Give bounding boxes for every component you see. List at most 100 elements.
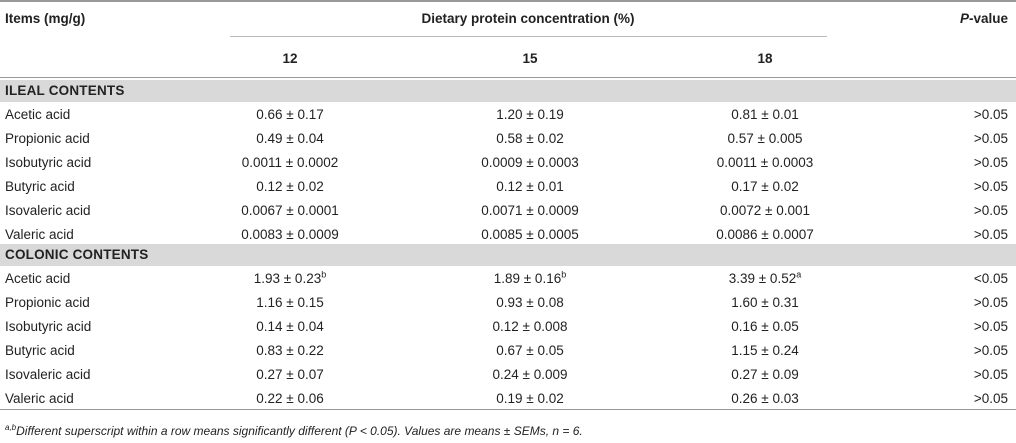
item-cell: Propionic acid [5,127,90,151]
level-12-header: 12 [282,51,298,66]
table-row: Acetic acid 1.93 ± 0.23b 1.89 ± 0.16b 3.39 … [0,267,1016,291]
p-value-cell: >0.05 [974,339,1008,363]
value-18-cell-value: 0.26 ± 0.03 [731,391,799,406]
value-18-cell-value: 0.57 ± 0.005 [727,131,803,146]
item-cell: Acetic acid [5,267,70,291]
table-row: Butyric acid 0.83 ± 0.22 0.67 ± 0.05 1.15 ±… [0,339,1016,363]
value-12-cell: 0.14 ± 0.04 [205,315,375,339]
p-value-cell-value: >0.05 [973,319,1008,334]
item-cell: Isobutyric acid [5,151,91,175]
p-value-cell: >0.05 [974,223,1008,247]
value-12-cell-value: 0.66 ± 0.17 [256,107,324,122]
item-cell-value: Butyric acid [5,343,75,358]
p-value-cell-value: >0.05 [973,227,1008,242]
p-value-cell-value: >0.05 [973,343,1008,358]
level-18-header: 18 [757,51,773,66]
value-18-cell-value: 0.16 ± 0.05 [731,319,799,334]
table-row: Butyric acid 0.12 ± 0.02 0.12 ± 0.01 0.17 ±… [0,175,1016,199]
item-cell-value: Valeric acid [5,391,74,406]
p-value-cell: <0.05 [974,267,1008,291]
value-12-cell: 0.0083 ± 0.0009 [205,223,375,247]
value-12-cell: 0.0067 ± 0.0001 [205,199,375,223]
table-top-rule [0,0,1016,2]
value-15-cell: 1.20 ± 0.19 [445,103,615,127]
value-15-cell: 0.12 ± 0.008 [445,315,615,339]
value-15-cell: 0.58 ± 0.02 [445,127,615,151]
p-value-cell: >0.05 [974,127,1008,151]
p-value-cell: >0.05 [974,363,1008,387]
item-cell: Butyric acid [5,339,75,363]
p-value-cell: >0.05 [974,199,1008,223]
p-letter: P [959,11,969,26]
value-18-cell: 1.15 ± 0.24 [680,339,850,363]
item-cell: Isovaleric acid [5,363,91,387]
value-12-cell: 0.22 ± 0.06 [205,387,375,411]
value-12-cell: 0.12 ± 0.02 [205,175,375,199]
value-18-cell: 0.0072 ± 0.001 [680,199,850,223]
value-12-cell-value: 0.0083 ± 0.0009 [241,227,339,242]
table-row: Propionic acid 1.16 ± 0.15 0.93 ± 0.08 1.60… [0,291,1016,315]
item-cell: Valeric acid [5,223,74,247]
value-12-cell-value: 0.12 ± 0.02 [256,179,324,194]
value-18-cell-superscript: a [796,269,802,280]
value-15-cell-value: 0.0085 ± 0.0005 [481,227,579,242]
value-15-cell: 0.24 ± 0.009 [445,363,615,387]
p-value-column-header: P-value [960,11,1008,26]
p-value-cell: >0.05 [974,387,1008,411]
p-value-cell: >0.05 [974,175,1008,199]
value-18-cell: 0.16 ± 0.05 [680,315,850,339]
value-12-cell-superscript: b [321,269,327,280]
value-18-cell: 1.60 ± 0.31 [680,291,850,315]
p-value-cell-value: >0.05 [973,203,1008,218]
value-15-cell: 0.19 ± 0.02 [445,387,615,411]
p-value-cell-value: >0.05 [973,391,1008,406]
value-12-cell-value: 0.22 ± 0.06 [256,391,324,406]
value-18-cell-value: 0.27 ± 0.09 [731,367,799,382]
items-column-header: Items (mg/g) [5,11,86,26]
footnote-text: Different superscript within a row means… [16,424,583,438]
value-12-cell-value: 0.49 ± 0.04 [256,131,324,146]
table-row: Valeric acid 0.0083 ± 0.0009 0.0085 ± 0.00… [0,223,1016,247]
header-bottom-rule [0,77,1016,78]
value-12-cell-value: 0.83 ± 0.22 [256,343,324,358]
table-row: Valeric acid 0.22 ± 0.06 0.19 ± 0.02 0.26 ±… [0,387,1016,411]
value-15-cell-value: 0.12 ± 0.008 [492,319,568,334]
item-cell-value: Isovaleric acid [5,203,91,218]
value-12-cell-value: 0.14 ± 0.04 [256,319,324,334]
value-12-cell-value: 0.0067 ± 0.0001 [241,203,339,218]
value-15-cell-value: 0.93 ± 0.08 [496,295,564,310]
value-15-cell: 0.0071 ± 0.0009 [445,199,615,223]
section-header: ILEAL CONTENTS [0,80,1016,102]
item-cell: Isobutyric acid [5,315,91,339]
item-cell-value: Isobutyric acid [5,319,92,334]
item-cell-value: Acetic acid [5,107,71,122]
p-value-cell: >0.05 [974,151,1008,175]
value-15-cell-superscript: b [561,269,567,280]
value-15-cell-value: 0.0009 ± 0.0003 [481,155,579,170]
value-18-cell: 0.27 ± 0.09 [680,363,850,387]
value-18-cell-value: 0.81 ± 0.01 [731,107,799,122]
item-cell: Acetic acid [5,103,70,127]
value-18-cell-value: 3.39 ± 0.52 [728,271,797,286]
value-15-cell-value: 0.24 ± 0.009 [492,367,568,382]
item-cell: Propionic acid [5,291,90,315]
value-18-cell: 0.0086 ± 0.0007 [680,223,850,247]
table-row: Acetic acid 0.66 ± 0.17 1.20 ± 0.19 0.81 ± … [0,103,1016,127]
value-15-cell: 0.0009 ± 0.0003 [445,151,615,175]
p-value-cell-value: >0.05 [973,155,1008,170]
p-value-cell: >0.05 [974,315,1008,339]
table-bottom-rule [0,409,1016,410]
level-15-header: 15 [522,51,538,66]
item-cell-value: Propionic acid [5,131,90,146]
section-header: COLONIC CONTENTS [0,244,1016,266]
item-cell: Butyric acid [5,175,75,199]
table-row: Isovaleric acid 0.27 ± 0.07 0.24 ± 0.009 0.… [0,363,1016,387]
value-15-cell: 0.93 ± 0.08 [445,291,615,315]
protein-group-header: Dietary protein concentration (%) [421,11,635,26]
p-value-cell: >0.05 [974,291,1008,315]
value-15-cell-value: 1.89 ± 0.16 [493,271,562,286]
group-header-rule [230,36,827,37]
item-cell-value: Isovaleric acid [5,367,91,382]
value-15-cell-value: 1.20 ± 0.19 [496,107,564,122]
value-18-cell-value: 0.0072 ± 0.001 [720,203,810,218]
